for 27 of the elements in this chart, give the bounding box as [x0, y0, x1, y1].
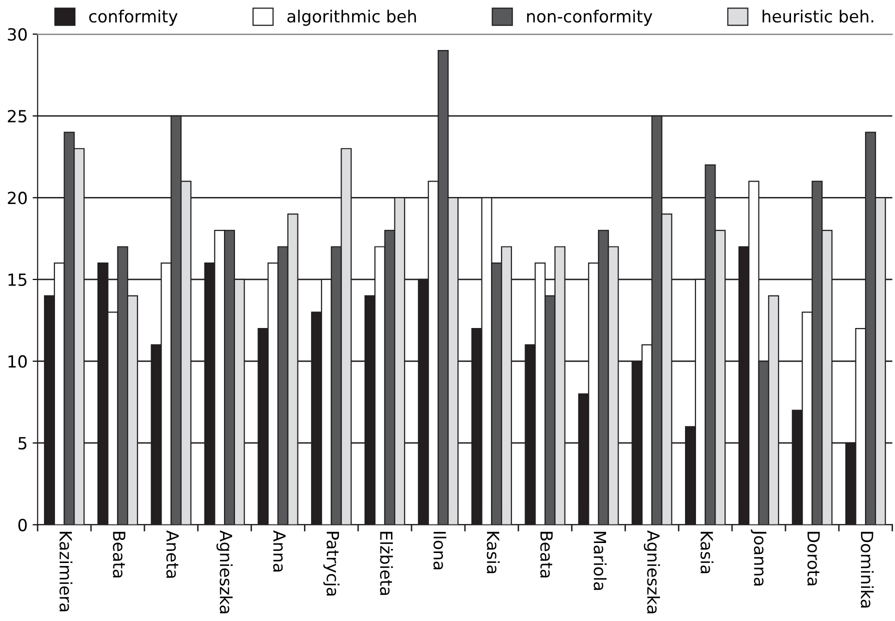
legend-label: non-conformity: [527, 10, 652, 26]
legend-label: algorithmic beh: [287, 10, 416, 26]
x-tick-label: Agnieszka: [216, 530, 233, 614]
x-tick-label: Joanna: [750, 529, 766, 586]
x-tick-label: Ilona: [433, 532, 446, 570]
x-tick-label: Patrycja: [323, 532, 340, 596]
y-tick-label: 20: [8, 192, 27, 204]
x-tick-label: Aneta: [166, 530, 179, 578]
x-tick-label: Mariola: [594, 532, 607, 590]
y-tick-label: 10: [8, 355, 27, 368]
x-tick-label: Kasia: [700, 532, 714, 574]
x-tick-label: Elżbieta: [380, 532, 393, 595]
y-tick-label: 25: [8, 110, 26, 122]
x-tick-label: Beata: [540, 532, 553, 578]
legend-label: conformity: [89, 10, 178, 26]
x-tick-label: Agnieszka: [644, 530, 660, 614]
x-tick-label: Kazimiera: [59, 532, 72, 612]
y-tick-label: 15: [8, 274, 26, 286]
y-tick-label: 30: [8, 28, 27, 41]
x-tick-label: Anna: [273, 530, 286, 572]
legend-label: heuristic beh.: [762, 10, 874, 23]
x-tick-label: Beata: [112, 532, 126, 578]
y-tick-label: 0: [18, 518, 27, 532]
x-tick-label: Kasia: [486, 532, 500, 574]
x-tick-label: Dominika: [860, 532, 874, 608]
y-tick-label: 5: [18, 437, 26, 450]
x-tick-label: Dorota: [807, 532, 820, 586]
